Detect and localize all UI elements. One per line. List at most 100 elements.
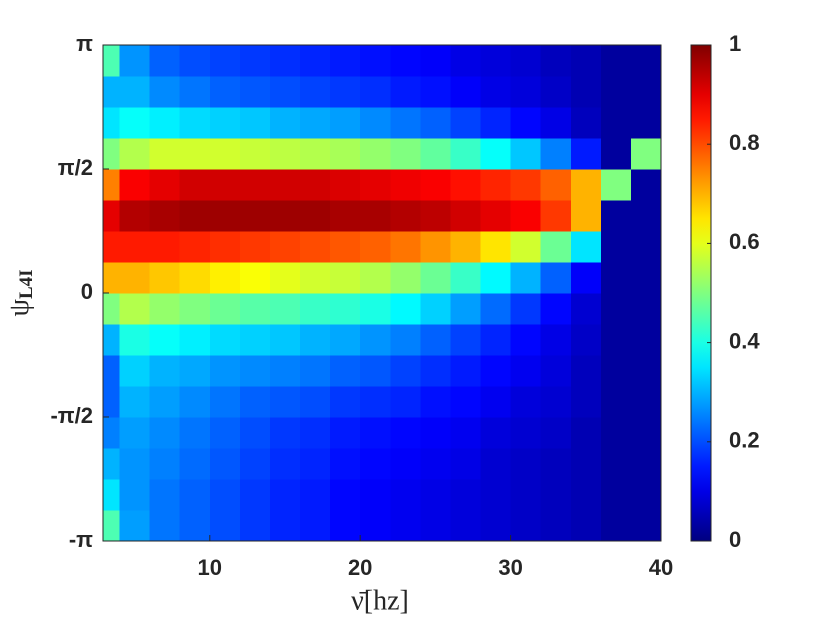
heatmap-cell — [330, 417, 361, 449]
heatmap-cell — [209, 448, 241, 480]
heatmap-cell — [269, 510, 301, 542]
heatmap-cell — [450, 386, 482, 418]
heatmap-cells — [103, 45, 662, 542]
heatmap-cell — [149, 386, 181, 418]
colorbar-frame — [690, 44, 712, 542]
heatmap-cell — [480, 324, 512, 356]
heatmap-cell — [179, 107, 211, 139]
heatmap-cell — [269, 417, 301, 449]
heatmap-cell — [540, 386, 572, 418]
heatmap-cell — [300, 200, 331, 232]
heatmap-cell — [420, 448, 451, 480]
heatmap-cell — [269, 107, 301, 139]
heatmap-cell — [390, 355, 421, 387]
heatmap-cell — [600, 386, 632, 418]
heatmap-cell — [480, 386, 512, 418]
heatmap-cell — [360, 169, 391, 201]
heatmap-cell — [149, 262, 181, 294]
heatmap-cell — [570, 262, 602, 294]
heatmap-cell — [330, 169, 361, 201]
heatmap-cell — [540, 107, 572, 139]
x-tick-label: 10 — [198, 555, 222, 580]
heatmap-cell — [540, 355, 572, 387]
heatmap-cell — [450, 324, 482, 356]
heatmap-cell — [540, 138, 572, 170]
heatmap-cell — [510, 293, 542, 325]
heatmap-cell — [330, 293, 361, 325]
heatmap-cell — [540, 231, 572, 263]
heatmap-cell — [570, 293, 602, 325]
heatmap-cell — [119, 200, 151, 232]
heatmap-cell — [103, 76, 121, 108]
heatmap-cell — [450, 231, 482, 263]
heatmap-cell — [600, 324, 632, 356]
heatmap-cell — [390, 138, 421, 170]
heatmap-cell — [179, 45, 211, 77]
heatmap-cell — [600, 231, 632, 263]
heatmap-cell — [149, 107, 181, 139]
heatmap-cell — [179, 76, 211, 108]
heatmap-cell — [480, 293, 512, 325]
heatmap-cell — [420, 138, 451, 170]
heatmap-cell — [570, 386, 602, 418]
heatmap-cell — [600, 417, 632, 449]
heatmap-cell — [360, 448, 391, 480]
heatmap-cell — [209, 169, 241, 201]
heatmap-cell — [450, 510, 482, 542]
heatmap-cell — [510, 262, 542, 294]
heatmap-cell — [239, 355, 271, 387]
heatmap-cell — [239, 200, 271, 232]
heatmap-cell — [330, 138, 361, 170]
heatmap-cell — [269, 169, 301, 201]
heatmap-cell — [570, 417, 602, 449]
heatmap-cell — [480, 169, 512, 201]
heatmap-cell — [630, 200, 662, 232]
heatmap-cell — [630, 479, 662, 511]
heatmap-cell — [600, 169, 632, 201]
heatmap-cell — [600, 293, 632, 325]
heatmap-cell — [103, 45, 121, 77]
heatmap-cell — [570, 510, 602, 542]
heatmap-cell — [300, 417, 331, 449]
heatmap-cell — [480, 262, 512, 294]
heatmap-cell — [630, 355, 662, 387]
heatmap-cell — [149, 169, 181, 201]
heatmap-cell — [390, 417, 421, 449]
heatmap-cell — [103, 169, 121, 201]
heatmap-cell — [119, 76, 151, 108]
heatmap-cell — [119, 510, 151, 542]
heatmap-cell — [119, 169, 151, 201]
heatmap-cell — [420, 417, 451, 449]
axes: 10 20 30 40 -π -π/2 0 π/2 π 0 0.2 0.4 0.6 0.8 1 — [50, 31, 760, 580]
heatmap-cell — [149, 200, 181, 232]
heatmap-cell — [390, 510, 421, 542]
heatmap-cell — [390, 386, 421, 418]
heatmap-cell — [209, 417, 241, 449]
y-tick-label: -π/2 — [50, 403, 93, 428]
heatmap-cell — [330, 510, 361, 542]
heatmap-cell — [540, 200, 572, 232]
heatmap-cell — [510, 417, 542, 449]
heatmap-cell — [300, 293, 331, 325]
colorbar — [691, 45, 711, 541]
heatmap-cell — [179, 386, 211, 418]
heatmap-cell — [119, 262, 151, 294]
heatmap-cell — [300, 386, 331, 418]
heatmap-cell — [630, 324, 662, 356]
heatmap-cell — [300, 138, 331, 170]
heatmap-cell — [239, 479, 271, 511]
heatmap-cell — [450, 76, 482, 108]
heatmap-cell — [510, 45, 542, 77]
heatmap-cell — [330, 76, 361, 108]
heatmap-cell — [600, 200, 632, 232]
heatmap-cell — [209, 107, 241, 139]
heatmap-cell — [149, 138, 181, 170]
heatmap-cell — [179, 448, 211, 480]
heatmap-cell — [239, 76, 271, 108]
heatmap-cell — [179, 355, 211, 387]
heatmap-cell — [330, 386, 361, 418]
y-tick-label: -π — [69, 527, 93, 552]
heatmap-cell — [360, 138, 391, 170]
heatmap-cell — [330, 262, 361, 294]
